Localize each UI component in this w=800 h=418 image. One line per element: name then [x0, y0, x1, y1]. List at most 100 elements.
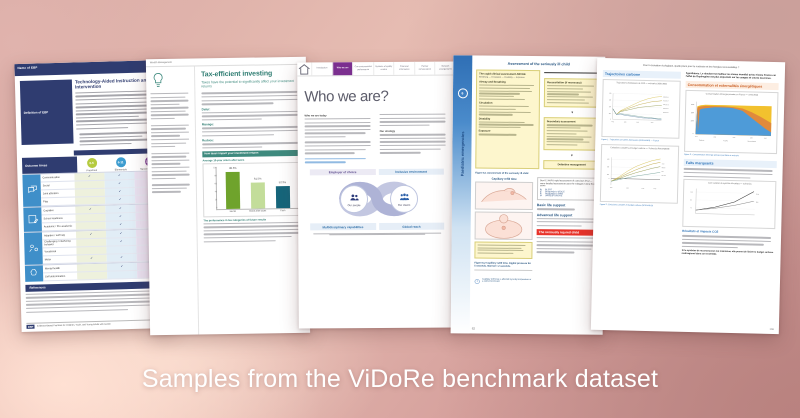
notebook-pencil-icon	[23, 207, 42, 232]
svg-text:Scénario A: Scénario A	[663, 99, 669, 102]
figure-caption-2: Figure 6.2 Capillary refill time. Digita…	[474, 261, 531, 268]
bullet-body-manage	[201, 126, 302, 137]
external-link[interactable]	[304, 157, 374, 164]
closing-text: Si la synthèse de reconstruction est mai…	[681, 250, 774, 257]
page-body: Who we are? Who we are today	[297, 76, 456, 236]
main-column: Tax-efficient investing Taxes have the p…	[195, 65, 310, 335]
chart-emissions-cumulees: Emissions cumulées et budget carbone — S…	[599, 143, 680, 204]
figure-title: Assessment of the seriously ill child	[507, 61, 570, 67]
box-definitive-management: Definitive management	[543, 159, 601, 170]
capillary-refill-figure: Capillary refill time	[474, 176, 534, 291]
svg-text:0: 0	[693, 133, 694, 135]
svg-text:2010: 2010	[733, 137, 736, 139]
svg-text:Renouvelables: Renouvelables	[748, 141, 757, 143]
svg-text:Haut: Haut	[756, 193, 759, 196]
svg-text:80: 80	[690, 199, 692, 201]
svg-text:2020: 2020	[611, 121, 614, 123]
tab-who-we-are[interactable]: Who we are	[331, 62, 353, 76]
page-footer: EBP Evidence-Based Practices for Childre…	[26, 318, 169, 329]
svg-text:0: 0	[610, 119, 611, 121]
left-column: Trajectoires carbone Trajectoires d'émis…	[599, 69, 681, 259]
row-label: Play	[41, 197, 76, 207]
tab-partner-remuneration[interactable]: Partner remuneration	[414, 61, 435, 75]
infinity-loop-graphic: Our people Our clients	[310, 176, 444, 223]
footer-badge: EBP	[26, 324, 35, 329]
svg-text:Scénario B: Scénario B	[663, 104, 669, 106]
svg-text:100: 100	[609, 113, 611, 115]
document-card-who-we-are[interactable]: Introduction Who we are Our environmenta…	[297, 61, 457, 329]
svg-text:2040: 2040	[636, 122, 639, 124]
svg-text:Fossiles: Fossiles	[723, 141, 728, 143]
tab-introduction[interactable]: Introduction	[311, 62, 332, 76]
svg-text:Scénario D: Scénario D	[663, 112, 669, 114]
bar-cash: 52.3%	[275, 181, 290, 208]
right-column: hypothèses. Le résultat est meilleur au …	[682, 72, 779, 262]
figure-caption-2: Figure 2 : Emissions cumulées et budget …	[599, 203, 653, 207]
left-text-block: Who we are today	[305, 114, 374, 165]
document-card-tax-efficient-investing[interactable]: Wealth Management	[145, 56, 311, 336]
svg-text:Référence: Référence	[663, 96, 668, 98]
svg-text:600: 600	[607, 159, 609, 161]
age-badge-6-11: 6-11	[115, 156, 126, 168]
svg-text:1990: 1990	[713, 137, 716, 139]
svg-text:2050: 2050	[764, 138, 767, 140]
document-card-paediatric-emergencies[interactable]: 6 Paediatric emergencies Assessment of t…	[450, 55, 606, 335]
box-avpu: Box 6.1 AVPU rapid assessment of conscio…	[536, 176, 601, 201]
svg-text:1970: 1970	[695, 136, 698, 138]
tab-quality-control[interactable]: Systems of quality control	[372, 61, 394, 76]
figure-note-box	[474, 241, 533, 259]
key-point-note: Capillary refill time is affected by bod…	[474, 269, 533, 291]
diagram-label-employer-of-choice: Employer of choice	[309, 168, 376, 176]
chapter-title: Paediatric emergencies	[459, 131, 465, 177]
flow-arrow-down-icon: ▼	[570, 110, 574, 115]
svg-text:1000: 1000	[691, 121, 694, 123]
outcome-group-cognitive: Cognitive School readiness Academic / Pr…	[23, 202, 166, 232]
top-navigation[interactable]: Introduction Who we are Our environmenta…	[297, 61, 456, 77]
box-secondary-assessment: Secondary assessment	[543, 117, 601, 151]
ebp-outcome-table[interactable]: Age Range Outcome Areas 0-5 Preschool 6-…	[17, 145, 173, 282]
chapter-number: 6	[457, 88, 468, 99]
circle-our-people: Our people	[339, 185, 369, 214]
diagram-label-global-reach: Global reach	[378, 222, 445, 230]
svg-text:Médian: Médian	[662, 167, 666, 169]
figure-caption-1: Figure 1 : Trajectoires annuelles d'émis…	[601, 138, 660, 142]
image-caption: Samples from the ViDoRe benchmark datase…	[141, 365, 659, 393]
intro-bold-text: hypothèses. Le résultat est meilleur au …	[685, 71, 777, 81]
svg-text:2030: 2030	[624, 121, 627, 123]
chart-cout-systeme: Coût complet du système électrique — scé…	[682, 179, 777, 230]
diagram-footnote	[310, 232, 444, 236]
page-number: 169	[769, 327, 774, 332]
figure-title-2: Capillary refill time	[491, 176, 517, 181]
svg-text:0: 0	[609, 178, 610, 180]
ebp-column-head-6-11: 6-11 Elementary	[106, 156, 135, 172]
svg-text:200: 200	[609, 106, 611, 108]
tab-environmental-performance[interactable]: Our environmental performance	[352, 62, 374, 76]
faits-marquants-body	[683, 168, 776, 179]
svg-text:200: 200	[607, 174, 609, 176]
brain-icon	[24, 265, 44, 282]
svg-text:Bas: Bas	[662, 171, 664, 173]
svg-text:2050: 2050	[654, 188, 657, 190]
outcome-group-communication: Communication Social Joint attention Pla…	[22, 169, 166, 207]
tab-financial-information[interactable]: Financial information	[393, 61, 415, 75]
strategy-heading: Our strategy	[379, 130, 396, 134]
right-text-column: Box 6.1 AVPU rapid assessment of conscio…	[536, 176, 601, 291]
circle-our-clients: Our clients	[389, 185, 419, 214]
page-title: Who we are?	[304, 87, 389, 106]
page-title: Tax-efficient investing	[201, 70, 273, 79]
hand-illustration	[474, 181, 534, 210]
home-icon[interactable]	[297, 62, 311, 75]
chest-illustration	[474, 211, 533, 240]
figure-caption-1: Figure 6.1 Assessment of the seriously i…	[475, 171, 529, 175]
footer-text: Evidence-Based Practices for Children, Y…	[36, 323, 111, 328]
document-card-transition-energetique[interactable]: Pour la transition écologique, quelle pl…	[590, 57, 786, 335]
document-card-ebp-fact-sheet[interactable]: Name of EBP Definition of EBP Technology…	[14, 59, 174, 333]
page-number: 62	[471, 326, 476, 331]
heading-seriously-injured-child: The seriously injured child	[536, 229, 600, 236]
svg-text:2020: 2020	[610, 187, 613, 189]
chart-trajectoires-lines: Trajectoires d'émissions de CO2 — scénar…	[601, 78, 681, 139]
outcome-group-adaptive: Adaptive / self help Challenging / inter…	[23, 227, 167, 265]
svg-text:300: 300	[609, 99, 611, 101]
ebp-outcome-label: Outcome Areas	[21, 156, 78, 174]
